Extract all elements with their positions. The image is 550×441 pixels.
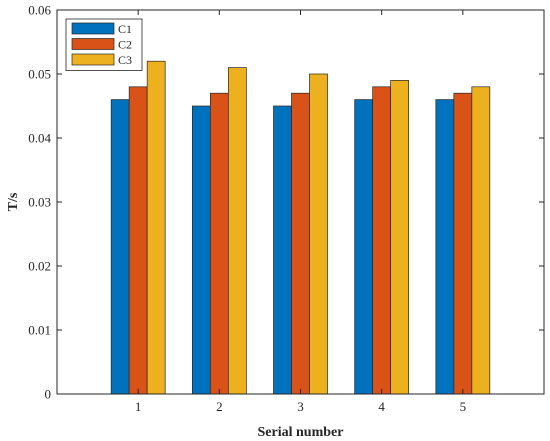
legend-swatch-c1 — [71, 22, 115, 35]
bar-c2-5 — [453, 92, 473, 395]
x-tick-label: 3 — [297, 399, 304, 414]
bar-c3-1 — [146, 60, 166, 395]
x-axis-label: Serial number — [258, 425, 344, 440]
y-tick-label: 0.05 — [28, 67, 51, 82]
bar-c1-1 — [110, 99, 130, 395]
y-tick-label: 0 — [45, 387, 52, 402]
bar-c2-4 — [372, 86, 392, 395]
bar-c1-4 — [354, 99, 374, 395]
x-axis: 1 2 3 4 5 — [135, 10, 466, 414]
x-tick-label: 5 — [460, 399, 467, 414]
bar-c3-2 — [227, 67, 247, 395]
x-tick-label: 4 — [378, 399, 385, 414]
x-tick-label: 1 — [135, 399, 142, 414]
bar-c1-3 — [273, 105, 292, 395]
legend-swatch-c2 — [71, 38, 115, 50]
legend-label-c2: C2 — [118, 38, 132, 52]
bar-c1-5 — [435, 99, 455, 395]
bar-c3-5 — [471, 86, 491, 395]
legend-label-c1: C1 — [118, 22, 132, 36]
bar-c3-3 — [309, 73, 328, 395]
bars-group — [110, 60, 491, 395]
bar-c1-2 — [191, 105, 211, 395]
bar-c2-2 — [209, 92, 229, 395]
legend-label-c3: C3 — [118, 53, 132, 67]
y-tick-label: 0.03 — [28, 195, 51, 210]
legend-swatch-c3 — [71, 53, 115, 66]
bar-c3-4 — [390, 80, 410, 395]
y-tick-label: 0.04 — [28, 131, 51, 146]
x-tick-label: 2 — [216, 399, 223, 414]
y-tick-label: 0.02 — [28, 259, 51, 274]
bar-c2-3 — [291, 92, 310, 395]
y-tick-label: 0.06 — [28, 3, 51, 18]
y-tick-label: 0.01 — [28, 323, 51, 338]
y-axis: 0 0.01 0.02 0.03 0.04 0.05 0.06 — [28, 3, 544, 402]
y-axis-label: T/s — [6, 192, 21, 211]
bar-c2-1 — [128, 86, 148, 395]
